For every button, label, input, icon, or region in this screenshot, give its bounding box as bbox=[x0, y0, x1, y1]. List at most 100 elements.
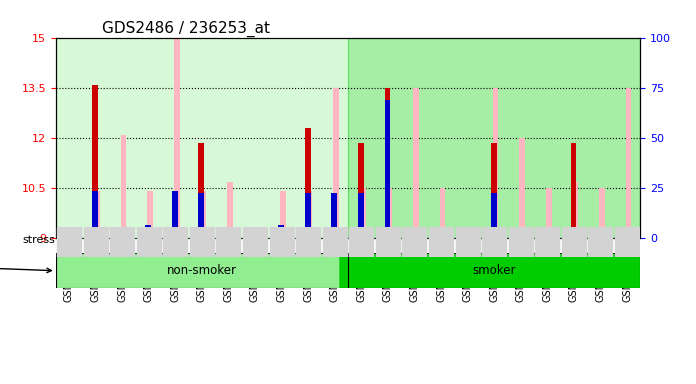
FancyBboxPatch shape bbox=[269, 227, 294, 257]
FancyBboxPatch shape bbox=[136, 227, 161, 257]
Bar bbox=[282, 235, 285, 238]
Bar bbox=[92, 192, 98, 238]
Bar bbox=[145, 225, 151, 238]
Bar bbox=[225, 230, 231, 238]
FancyBboxPatch shape bbox=[509, 227, 532, 257]
Bar bbox=[305, 193, 310, 238]
FancyBboxPatch shape bbox=[402, 227, 427, 257]
Bar bbox=[547, 234, 550, 238]
Bar bbox=[69, 235, 72, 238]
Bar bbox=[94, 192, 100, 238]
Bar bbox=[358, 193, 364, 238]
Bar bbox=[252, 232, 258, 238]
Bar bbox=[252, 232, 258, 238]
FancyBboxPatch shape bbox=[589, 227, 612, 257]
Bar bbox=[494, 233, 497, 238]
FancyBboxPatch shape bbox=[349, 227, 373, 257]
Bar bbox=[413, 88, 419, 238]
Bar bbox=[122, 235, 125, 238]
Bar bbox=[384, 100, 390, 238]
Bar bbox=[361, 235, 364, 238]
Bar bbox=[95, 235, 98, 238]
Text: non-smoker: non-smoker bbox=[167, 264, 237, 277]
Bar bbox=[148, 192, 153, 238]
Bar bbox=[280, 192, 286, 238]
Bar bbox=[120, 135, 127, 238]
Bar bbox=[491, 143, 496, 238]
Bar bbox=[174, 38, 180, 238]
Bar bbox=[198, 193, 204, 238]
Bar bbox=[331, 230, 337, 238]
Bar bbox=[68, 232, 73, 238]
Bar bbox=[440, 188, 445, 238]
FancyBboxPatch shape bbox=[84, 227, 107, 257]
Text: stress: stress bbox=[0, 263, 52, 273]
Bar bbox=[384, 88, 390, 238]
Bar bbox=[388, 233, 390, 238]
FancyBboxPatch shape bbox=[340, 243, 648, 298]
FancyBboxPatch shape bbox=[164, 227, 187, 257]
Bar bbox=[335, 232, 338, 238]
Bar bbox=[599, 188, 605, 238]
Bar bbox=[227, 182, 232, 238]
FancyBboxPatch shape bbox=[190, 227, 214, 257]
FancyBboxPatch shape bbox=[562, 227, 586, 257]
Bar bbox=[253, 232, 260, 238]
Bar bbox=[255, 235, 258, 238]
Bar bbox=[491, 193, 496, 238]
Bar bbox=[466, 235, 472, 238]
FancyBboxPatch shape bbox=[376, 227, 400, 257]
Text: smoker: smoker bbox=[473, 264, 516, 277]
Bar bbox=[574, 234, 577, 238]
Bar bbox=[172, 192, 177, 238]
Bar bbox=[307, 192, 313, 238]
Text: stress: stress bbox=[23, 235, 56, 245]
Bar bbox=[441, 233, 444, 238]
Bar bbox=[348, 38, 640, 238]
Bar bbox=[414, 233, 418, 238]
FancyBboxPatch shape bbox=[243, 227, 267, 257]
FancyBboxPatch shape bbox=[535, 227, 560, 257]
Bar bbox=[56, 38, 348, 238]
Bar bbox=[278, 225, 284, 238]
Bar bbox=[521, 233, 523, 238]
Bar bbox=[305, 128, 310, 238]
Bar bbox=[228, 235, 231, 238]
FancyBboxPatch shape bbox=[110, 227, 134, 257]
Text: GDS2486 / 236253_at: GDS2486 / 236253_at bbox=[102, 21, 271, 37]
Bar bbox=[65, 232, 72, 238]
Bar bbox=[627, 232, 630, 238]
FancyBboxPatch shape bbox=[296, 227, 320, 257]
Bar bbox=[333, 88, 339, 238]
FancyBboxPatch shape bbox=[216, 227, 240, 257]
Bar bbox=[200, 192, 206, 238]
Bar bbox=[308, 232, 311, 238]
Bar bbox=[546, 188, 552, 238]
Bar bbox=[519, 138, 525, 238]
Bar bbox=[198, 143, 204, 238]
Bar bbox=[149, 233, 152, 238]
Bar bbox=[468, 237, 470, 238]
Bar bbox=[92, 85, 98, 238]
Bar bbox=[601, 234, 603, 238]
Bar bbox=[360, 188, 365, 238]
Bar bbox=[331, 193, 337, 238]
Bar bbox=[386, 188, 392, 238]
Bar bbox=[65, 232, 72, 238]
FancyBboxPatch shape bbox=[57, 227, 81, 257]
FancyBboxPatch shape bbox=[615, 227, 639, 257]
Bar bbox=[278, 225, 284, 238]
Bar bbox=[175, 223, 178, 238]
FancyBboxPatch shape bbox=[48, 243, 356, 298]
Bar bbox=[626, 88, 631, 238]
Bar bbox=[571, 143, 576, 238]
Bar bbox=[493, 88, 498, 238]
FancyBboxPatch shape bbox=[456, 227, 480, 257]
FancyBboxPatch shape bbox=[323, 227, 347, 257]
FancyBboxPatch shape bbox=[482, 227, 506, 257]
Bar bbox=[572, 182, 578, 238]
Bar bbox=[202, 232, 205, 238]
Bar bbox=[145, 225, 151, 238]
Bar bbox=[225, 230, 231, 238]
FancyBboxPatch shape bbox=[429, 227, 453, 257]
